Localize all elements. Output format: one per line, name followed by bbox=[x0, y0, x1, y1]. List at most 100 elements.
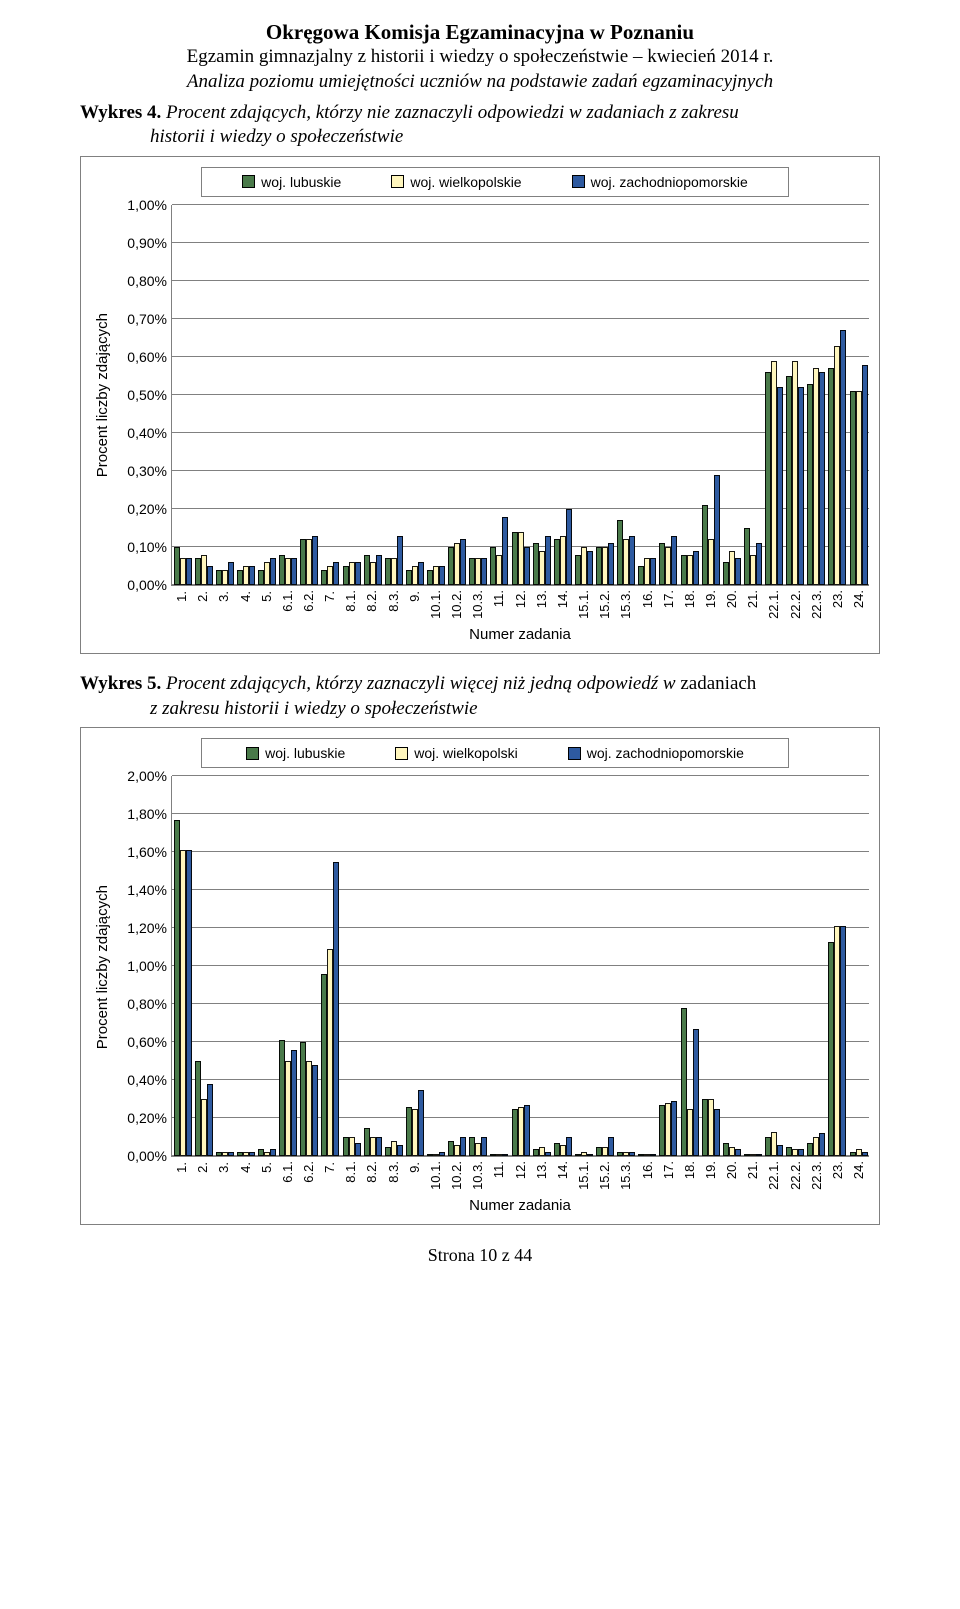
bar-group bbox=[848, 1149, 869, 1157]
chart5-caption-prefix: Wykres 5. bbox=[80, 673, 161, 694]
x-tick: 8.3. bbox=[383, 586, 404, 622]
bar bbox=[418, 1090, 424, 1157]
bar bbox=[714, 475, 720, 585]
bar-group bbox=[721, 551, 742, 585]
bar bbox=[439, 1152, 445, 1156]
bar-group bbox=[257, 558, 278, 585]
bar bbox=[650, 1154, 656, 1156]
bar-group bbox=[404, 1090, 425, 1157]
x-tick: 15.3. bbox=[615, 1157, 636, 1193]
x-tick: 8.2. bbox=[361, 1157, 382, 1193]
chart4-x-title: Numer zadania bbox=[171, 626, 869, 643]
y-tick: 1,80% bbox=[127, 806, 167, 822]
bar bbox=[312, 536, 318, 585]
bar-group bbox=[764, 361, 785, 585]
legend-item: woj. wielkopolskie bbox=[391, 174, 521, 190]
x-tick: 10.2. bbox=[446, 586, 467, 622]
y-tick: 1,60% bbox=[127, 844, 167, 860]
x-tick: 8.1. bbox=[340, 1157, 361, 1193]
bar bbox=[756, 543, 762, 585]
x-tick: 12. bbox=[510, 1157, 531, 1193]
y-tick: 0,50% bbox=[127, 387, 167, 403]
bar-group bbox=[700, 475, 721, 585]
bar bbox=[376, 555, 382, 585]
legend-item: woj. lubuskie bbox=[246, 745, 345, 761]
x-tick: 5. bbox=[256, 1157, 277, 1193]
bar-group bbox=[426, 566, 447, 585]
bar bbox=[840, 926, 846, 1156]
x-tick: 15.2. bbox=[594, 586, 615, 622]
x-tick: 5. bbox=[256, 586, 277, 622]
bar-group bbox=[383, 536, 404, 585]
bar bbox=[798, 1149, 804, 1157]
bar bbox=[693, 1029, 699, 1156]
bar bbox=[333, 862, 339, 1157]
bar bbox=[735, 558, 741, 585]
y-tick: 0,40% bbox=[127, 425, 167, 441]
bar-group bbox=[193, 555, 214, 585]
chart4-caption: Wykres 4. Procent zdających, którzy nie … bbox=[80, 101, 880, 150]
x-tick: 20. bbox=[721, 586, 742, 622]
legend-label: woj. lubuskie bbox=[261, 174, 341, 190]
legend-label: woj. wielkopolski bbox=[414, 745, 517, 761]
x-tick: 8.1. bbox=[340, 586, 361, 622]
bar-group bbox=[489, 517, 510, 585]
chart5-y-ticks: 0,00%0,20%0,40%0,60%0,80%1,00%1,20%1,40%… bbox=[113, 776, 171, 1156]
x-tick: 22.2. bbox=[785, 586, 806, 622]
bar-group bbox=[595, 1137, 616, 1156]
bar bbox=[650, 558, 656, 585]
x-tick: 15.3. bbox=[615, 586, 636, 622]
bar bbox=[376, 1137, 382, 1156]
x-tick: 12. bbox=[510, 586, 531, 622]
x-tick: 17. bbox=[658, 586, 679, 622]
x-tick: 6.2. bbox=[298, 586, 319, 622]
x-tick: 7. bbox=[319, 1157, 340, 1193]
legend-label: woj. zachodniopomorskie bbox=[587, 745, 744, 761]
x-tick: 7. bbox=[319, 586, 340, 622]
x-tick: 2. bbox=[192, 586, 213, 622]
bar-group bbox=[320, 562, 341, 585]
x-tick: 15.1. bbox=[573, 1157, 594, 1193]
bar-group bbox=[679, 551, 700, 585]
chart4-caption-prefix: Wykres 4. bbox=[80, 102, 161, 123]
bar-group bbox=[299, 1042, 320, 1156]
header-line2: Egzamin gimnazjalny z historii i wiedzy … bbox=[80, 45, 880, 70]
chart4-caption-line2: historii i wiedzy o społeczeństwie bbox=[150, 126, 403, 147]
bar bbox=[502, 1154, 508, 1156]
x-tick: 9. bbox=[404, 586, 425, 622]
bar-group bbox=[637, 1154, 658, 1156]
x-tick: 14. bbox=[552, 586, 573, 622]
bar-group bbox=[510, 532, 531, 585]
chart4-x-ticks: 1.2.3.4.5.6.1.6.2.7.8.1.8.2.8.3.9.10.1.1… bbox=[171, 586, 869, 622]
y-tick: 0,80% bbox=[127, 996, 167, 1012]
x-tick: 10.1. bbox=[425, 1157, 446, 1193]
bar-group bbox=[299, 536, 320, 585]
bar-group bbox=[552, 509, 573, 585]
x-tick: 4. bbox=[234, 1157, 255, 1193]
x-tick: 22.3. bbox=[806, 586, 827, 622]
bar-group bbox=[468, 1137, 489, 1156]
bar-group bbox=[404, 562, 425, 585]
x-tick: 10.1. bbox=[425, 586, 446, 622]
bar-group bbox=[447, 1137, 468, 1156]
bar bbox=[524, 547, 530, 585]
bar-group bbox=[235, 566, 256, 585]
bar-group bbox=[278, 555, 299, 585]
bar bbox=[418, 562, 424, 585]
x-tick: 4. bbox=[234, 586, 255, 622]
bar-group bbox=[383, 1141, 404, 1156]
x-tick: 20. bbox=[721, 1157, 742, 1193]
bar bbox=[819, 1133, 825, 1156]
x-tick: 6.2. bbox=[298, 1157, 319, 1193]
bar bbox=[291, 1050, 297, 1156]
x-tick: 16. bbox=[636, 1157, 657, 1193]
x-tick: 18. bbox=[679, 586, 700, 622]
bar bbox=[777, 1145, 783, 1156]
bar bbox=[397, 536, 403, 585]
x-tick: 10.2. bbox=[446, 1157, 467, 1193]
x-tick: 13. bbox=[531, 586, 552, 622]
x-tick: 24. bbox=[848, 1157, 869, 1193]
legend-swatch bbox=[395, 747, 408, 760]
x-tick: 11. bbox=[488, 1157, 509, 1193]
legend-swatch bbox=[246, 747, 259, 760]
